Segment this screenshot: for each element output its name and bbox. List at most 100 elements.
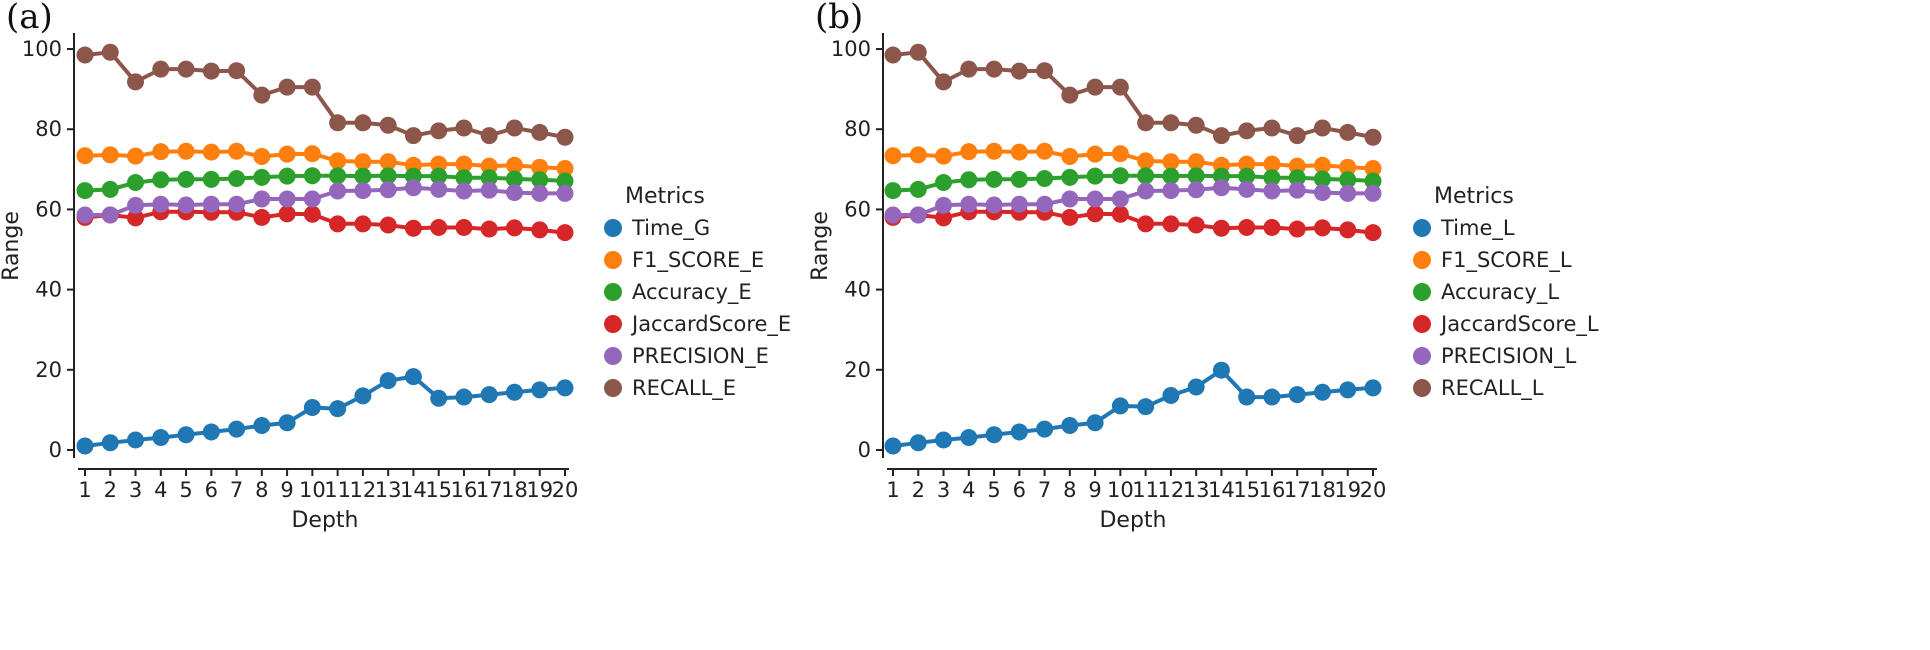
data-point [1036, 420, 1054, 438]
data-point [1212, 179, 1230, 197]
data-point [76, 182, 94, 200]
data-point [1061, 168, 1079, 186]
data-point [303, 167, 321, 185]
data-point [76, 147, 94, 165]
legend-label: JaccardScore_E [630, 312, 791, 337]
data-point [909, 146, 927, 164]
data-point [278, 205, 296, 223]
data-point [1010, 423, 1028, 441]
data-point [404, 167, 422, 185]
legend: Metrics Time_G F1_SCORE_E Accuracy_E Jaccard… [604, 184, 791, 401]
data-point [404, 219, 422, 237]
x-tick-label: 5 [987, 478, 1000, 502]
x-tick-label: 5 [179, 478, 192, 502]
data-point [253, 208, 271, 226]
legend-marker [1413, 379, 1431, 397]
series-jaccardscore-e [76, 203, 574, 242]
y-axis-label: Range [808, 211, 833, 281]
x-axis-label: Depth [1099, 508, 1166, 533]
data-point [1364, 172, 1382, 190]
data-point [1162, 114, 1180, 132]
x-tick-label: 6 [1013, 478, 1026, 502]
y-tick-label: 0 [858, 438, 871, 462]
data-point [354, 215, 372, 233]
data-point [531, 158, 549, 176]
data-point [278, 167, 296, 185]
data-point [455, 388, 473, 406]
data-point [278, 414, 296, 432]
data-point [1061, 147, 1079, 165]
data-point [531, 123, 549, 141]
data-point [152, 429, 170, 447]
data-point [1288, 220, 1306, 238]
data-point [354, 387, 372, 405]
data-point [480, 181, 498, 199]
data-point [909, 43, 927, 61]
legend-title: Metrics [625, 184, 705, 209]
legend-label: RECALL_L [1441, 376, 1544, 401]
data-point [127, 174, 145, 192]
legend-marker [1413, 283, 1431, 301]
x-tick-label: 17 [1284, 478, 1311, 502]
x-tick-label: 4 [962, 478, 975, 502]
data-point [202, 423, 220, 441]
data-point [1364, 160, 1382, 178]
data-point [884, 147, 902, 165]
x-tick-label: 18 [501, 478, 528, 502]
data-point [1187, 116, 1205, 134]
data-point [1187, 216, 1205, 234]
data-point [1162, 386, 1180, 404]
data-point [253, 190, 271, 208]
data-point [430, 155, 448, 173]
legend-title: Metrics [1434, 184, 1514, 209]
data-point [1238, 167, 1256, 185]
data-point [985, 142, 1003, 160]
data-point [278, 145, 296, 163]
legend-label: PRECISION_L [1441, 344, 1577, 369]
data-point [202, 62, 220, 80]
series-time-g [76, 368, 574, 455]
data-point [505, 184, 523, 202]
data-point [1036, 142, 1054, 160]
x-tick-label: 4 [154, 478, 167, 502]
data-point [884, 46, 902, 64]
data-point [76, 206, 94, 224]
data-point [480, 127, 498, 145]
data-point [1086, 414, 1104, 432]
data-point [127, 147, 145, 165]
data-point [101, 206, 119, 224]
data-point [101, 146, 119, 164]
data-point [935, 73, 953, 91]
data-point [379, 116, 397, 134]
data-point [1263, 218, 1281, 236]
data-point [455, 155, 473, 173]
data-point [430, 122, 448, 140]
legend-item: JaccardScore_E [604, 312, 791, 337]
y-tick-label: 20 [844, 358, 871, 382]
data-point [228, 142, 246, 160]
data-point [505, 170, 523, 188]
data-point [455, 182, 473, 200]
data-point [1111, 78, 1129, 96]
y-tick-label: 40 [35, 278, 62, 302]
data-point [455, 169, 473, 187]
data-point [1061, 86, 1079, 104]
x-tick-label: 8 [1063, 478, 1076, 502]
data-point [1187, 181, 1205, 199]
y-tick-label: 60 [844, 197, 871, 221]
legend-label: F1_SCORE_L [1441, 248, 1572, 273]
data-point [960, 429, 978, 447]
data-point [228, 420, 246, 438]
data-point [1364, 224, 1382, 242]
legend: Metrics Time_L F1_SCORE_L Accuracy_L Jaccard… [1413, 184, 1599, 401]
data-point [404, 368, 422, 386]
data-point [531, 221, 549, 239]
data-point [1162, 167, 1180, 185]
data-point [1137, 398, 1155, 416]
data-point [1263, 388, 1281, 406]
data-point [1288, 386, 1306, 404]
legend-item: Time_L [1413, 216, 1515, 241]
data-point [1212, 219, 1230, 237]
data-point [1061, 417, 1079, 435]
data-point [177, 426, 195, 444]
